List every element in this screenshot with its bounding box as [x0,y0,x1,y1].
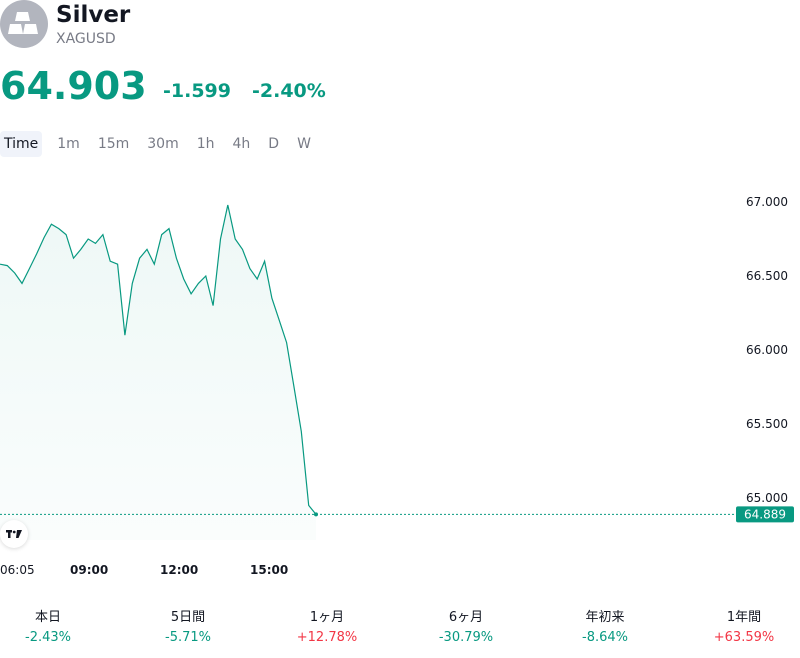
perf-item-ytd[interactable]: 年初来 -8.64% [535,608,675,648]
perf-label: 1年間 [726,610,762,625]
tab-1m[interactable]: 1m [57,136,80,152]
perf-label: 5日間 [170,610,206,625]
tab-4h[interactable]: 4h [232,136,251,152]
perf-item-1y[interactable]: 1年間 +63.59% [674,608,800,648]
perf-value: -2.43% [25,630,71,645]
x-tick-label: 06:05 [0,563,35,577]
instrument-symbol: XAGUSD [56,31,116,47]
perf-item-6m[interactable]: 6ヶ月 -30.79% [396,608,536,648]
perf-item-today[interactable]: 本日 -2.43% [0,608,118,648]
perf-label: 1ヶ月 [309,610,345,625]
y-tick-label: 65.500 [746,417,788,431]
perf-item-5d[interactable]: 5日間 -5.71% [118,608,258,648]
x-tick-label: 12:00 [160,563,198,577]
price-line [0,204,317,515]
x-axis: 06:05 09:00 12:00 15:00 [0,563,288,577]
timeframe-tabs: Time 1m 15m 30m 1h 4h D W [0,131,320,157]
perf-value: -5.71% [165,630,211,645]
y-tick-label: 67.000 [746,195,788,209]
last-price-label-bg [736,506,794,523]
perf-label: 本日 [34,610,61,625]
tab-w[interactable]: W [297,136,311,152]
performance-summary: 本日 -2.43% 5日間 -5.71% 1ヶ月 +12.78% 6ヶ月 -30… [0,608,800,652]
y-axis: 67.000 66.500 66.000 65.500 65.000 [746,195,788,505]
symbol-header: Silver XAGUSD [0,0,800,60]
y-tick-label: 65.000 [746,491,788,505]
last-price-label: 64.889 [744,507,786,521]
perf-value: +63.59% [713,630,775,645]
perf-value: +12.78% [296,630,358,645]
price-chart[interactable]: 67.000 66.500 66.000 65.500 65.000 06:05 09:0… [0,160,800,580]
instrument-name: Silver [56,2,131,28]
tab-d[interactable]: D [268,136,280,152]
tab-30m[interactable]: 30m [147,136,179,152]
tab-1h[interactable]: 1h [196,136,215,152]
price-change: -1.599 [163,80,231,102]
price-change-percent: -2.40% [252,80,326,102]
y-tick-label: 66.000 [746,343,788,357]
last-price-dot [314,512,318,517]
tab-time[interactable]: Time [0,131,43,157]
silver-bars-icon [0,0,48,48]
perf-label: 年初来 [585,610,625,625]
x-tick-label: 15:00 [250,563,288,577]
perf-value: -30.79% [438,630,494,645]
x-tick-label: 09:00 [70,563,108,577]
tradingview-logo-icon[interactable] [0,520,28,548]
perf-value: -8.64% [582,630,628,645]
perf-item-1m[interactable]: 1ヶ月 +12.78% [257,608,397,648]
last-price: 64.903 [0,64,147,108]
price-row: 64.903 -1.599 -2.40% [0,62,800,112]
price-area [0,205,316,540]
y-tick-label: 66.500 [746,269,788,283]
tab-15m[interactable]: 15m [97,136,130,152]
perf-label: 6ヶ月 [448,610,484,625]
